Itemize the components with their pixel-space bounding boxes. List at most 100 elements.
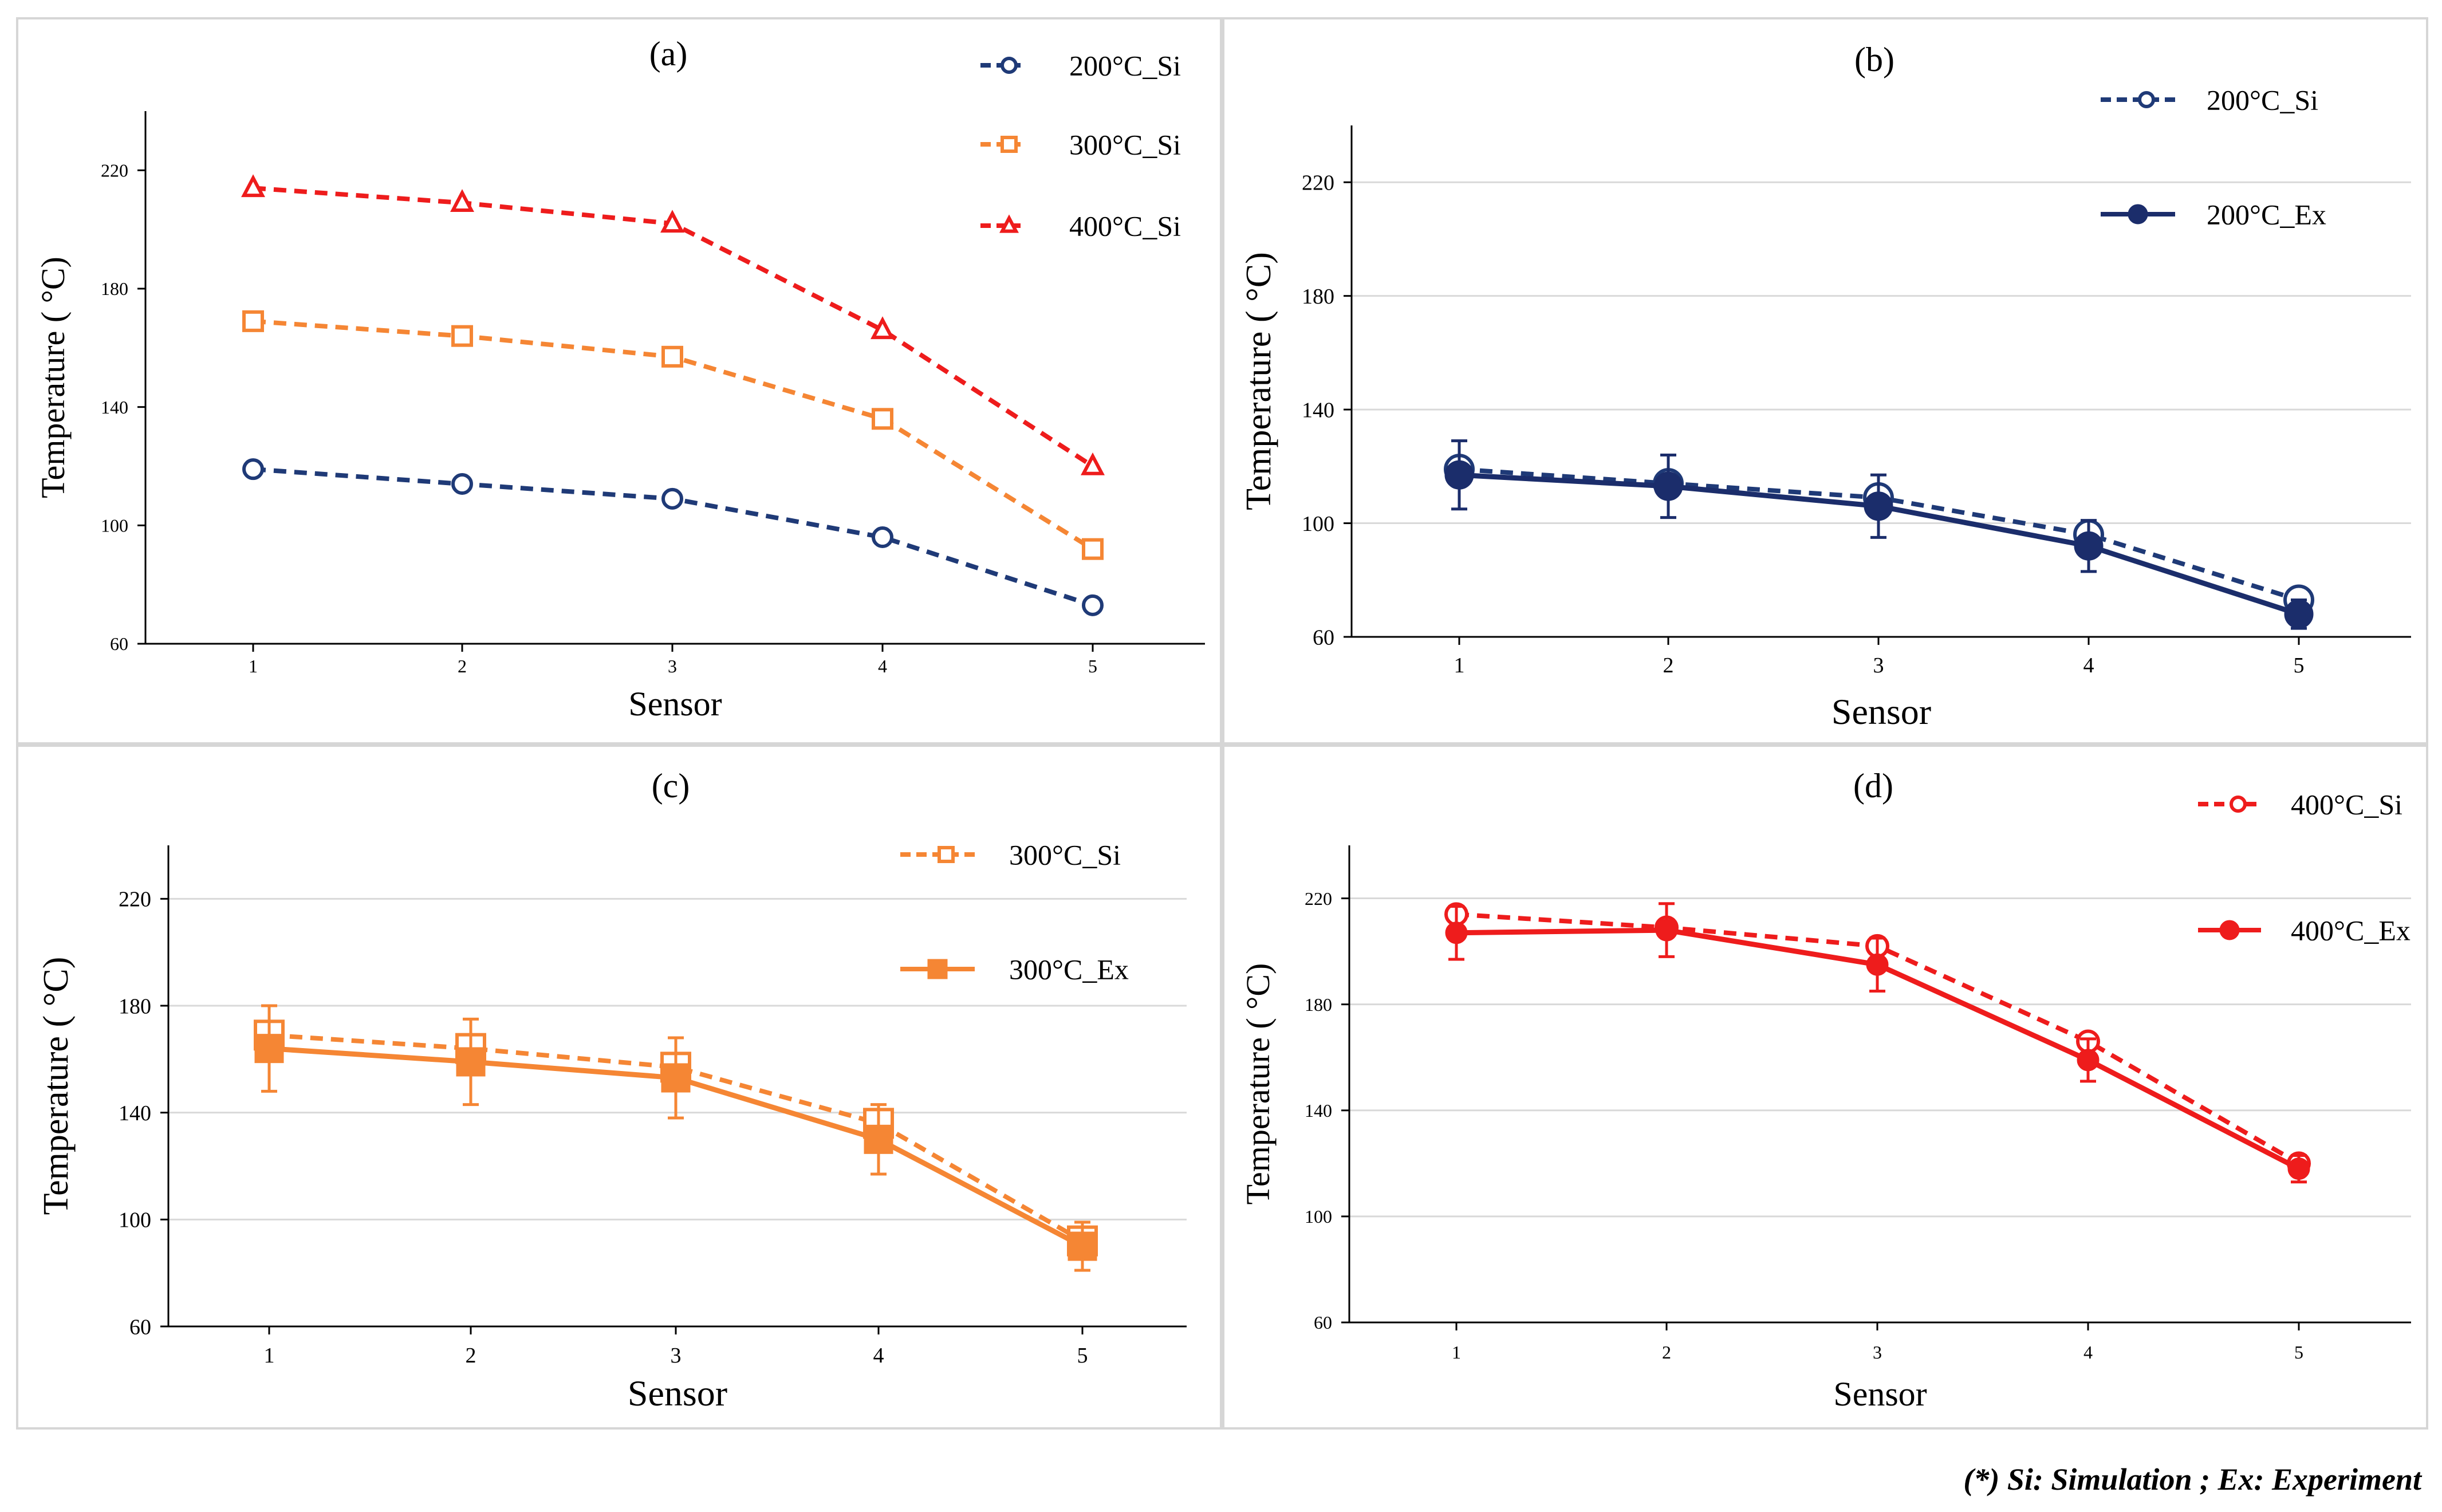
- data-point: [451, 325, 473, 347]
- legend-swatch-marker: [2128, 204, 2148, 225]
- x-tick-label: 5: [2294, 1342, 2303, 1363]
- x-tick-label: 3: [1873, 1342, 1882, 1363]
- data-point: [1864, 491, 1893, 521]
- data-point: [1653, 471, 1683, 501]
- data-point: [661, 487, 683, 510]
- legend-label: 200°C_Ex: [2207, 199, 2326, 231]
- x-axis-label: Sensor: [628, 685, 722, 723]
- data-point: [1445, 922, 1468, 944]
- footnote: (*) Si: Simulation ; Ex: Experiment: [1963, 1462, 2421, 1497]
- x-tick-label: 4: [873, 1344, 884, 1368]
- data-point: [1082, 594, 1104, 616]
- data-point: [660, 210, 684, 233]
- x-tick-label: 4: [878, 656, 887, 676]
- data-point: [1866, 953, 1889, 976]
- chart-title: (a): [649, 35, 688, 73]
- y-tick-label: 100: [119, 1208, 151, 1233]
- y-tick-label: 100: [101, 515, 128, 536]
- data-point: [242, 310, 264, 332]
- data-point: [1444, 460, 1474, 490]
- legend-swatch-marker: [938, 846, 955, 863]
- x-axis-label: Sensor: [1832, 691, 1931, 732]
- chart-panel-a: 60 100 140 180 220 1 2 3 4 5 Sensor Temperature ( °…: [16, 17, 1222, 745]
- chart-panel-c: 60 100 140 180 220 1 2 3 4 5 Sensor Temperature ( °…: [16, 745, 1222, 1430]
- x-tick-label: 3: [1873, 653, 1884, 678]
- legend-label: 400°C_Si: [2291, 789, 2402, 821]
- y-tick-label: 180: [1302, 285, 1334, 309]
- data-point: [2287, 1157, 2310, 1180]
- y-tick-label: 140: [1305, 1100, 1332, 1121]
- x-tick-label: 4: [2083, 653, 2094, 678]
- legend-swatch-marker: [1001, 57, 1018, 74]
- y-tick-label: 100: [1305, 1206, 1332, 1227]
- data-point: [254, 1034, 284, 1064]
- chart-b-svg: 60 100 140 180 220 1 2 3 4 5 Sensor Temperature ( °…: [1239, 41, 2411, 732]
- x-tick-label: 3: [668, 656, 677, 676]
- x-axis-label: Sensor: [628, 1373, 727, 1413]
- legend-label: 200°C_Si: [1069, 50, 1181, 82]
- chart-title: (c): [652, 767, 690, 805]
- chart-d-svg: 60 100 140 180 220 1 2 3 4 5 Sensor Temperature ( °…: [1239, 767, 2411, 1413]
- y-tick-label: 220: [1305, 888, 1332, 909]
- data-point: [2284, 599, 2314, 629]
- data-point: [2074, 531, 2104, 561]
- legend-swatch-marker: [999, 214, 1019, 233]
- x-tick-label: 3: [671, 1344, 682, 1368]
- y-tick-label: 220: [1302, 171, 1334, 195]
- data-point: [871, 316, 895, 340]
- y-tick-label: 140: [101, 397, 128, 418]
- x-tick-label: 5: [1088, 656, 1097, 676]
- y-axis-label: Temperature ( °C): [34, 257, 72, 498]
- data-point: [872, 408, 893, 430]
- chart-a-svg: 60 100 140 180 220 1 2 3 4 5 Sensor Temperature ( °…: [34, 35, 1205, 723]
- chart-panel-b: 60 100 140 180 220 1 2 3 4 5 Sensor Temperature ( °…: [1222, 17, 2428, 745]
- legend-swatch-marker: [1001, 136, 1018, 153]
- y-axis-label: Temperature ( °C): [1239, 963, 1277, 1205]
- legend-label: 400°C_Ex: [2291, 915, 2411, 947]
- y-tick-label: 60: [129, 1315, 151, 1339]
- x-tick-label: 1: [1452, 1342, 1461, 1363]
- chart-panel-d: 60 100 140 180 220 1 2 3 4 5 Sensor Temperature ( °…: [1222, 745, 2428, 1430]
- data-point: [456, 1047, 486, 1077]
- data-point: [451, 473, 473, 495]
- x-tick-label: 1: [264, 1344, 275, 1368]
- data-point: [1655, 919, 1678, 942]
- y-tick-label: 140: [1302, 398, 1334, 422]
- y-tick-label: 100: [1302, 512, 1334, 536]
- x-tick-label: 5: [1077, 1344, 1088, 1368]
- legend-label: 300°C_Si: [1009, 839, 1121, 871]
- y-tick-label: 220: [119, 888, 151, 912]
- data-point: [661, 345, 683, 368]
- y-tick-label: 60: [1313, 625, 1334, 649]
- chart-title: (b): [1854, 41, 1894, 78]
- legend-label: 200°C_Si: [2207, 84, 2318, 116]
- data-point: [1081, 452, 1105, 475]
- y-tick-label: 180: [1305, 994, 1332, 1015]
- data-point: [661, 1063, 691, 1093]
- legend-swatch-marker: [2138, 91, 2155, 108]
- x-tick-label: 1: [1454, 653, 1465, 678]
- data-point: [242, 458, 264, 481]
- x-tick-label: 2: [458, 656, 467, 676]
- y-tick-label: 180: [119, 994, 151, 1018]
- data-point: [864, 1124, 893, 1154]
- legend-label: 300°C_Ex: [1009, 954, 1129, 986]
- data-point: [1082, 538, 1104, 560]
- y-tick-label: 180: [101, 278, 128, 299]
- data-point: [241, 174, 265, 198]
- data-point: [1068, 1231, 1097, 1261]
- data-point: [450, 189, 474, 212]
- chart-c-svg: 60 100 140 180 220 1 2 3 4 5 Sensor Temperature ( °…: [37, 767, 1187, 1413]
- x-tick-label: 5: [2294, 653, 2305, 678]
- y-axis-label: Temperature ( °C): [37, 957, 76, 1215]
- y-tick-label: 60: [110, 633, 128, 654]
- y-tick-label: 220: [101, 160, 128, 181]
- legend-label: 400°C_Si: [1069, 210, 1181, 242]
- y-tick-label: 60: [1314, 1312, 1332, 1333]
- chart-title: (d): [1853, 767, 1893, 805]
- legend-swatch-marker: [2219, 920, 2240, 940]
- y-axis-label: Temperature ( °C): [1239, 252, 1278, 510]
- legend-swatch-marker: [927, 959, 948, 979]
- data-point: [872, 526, 893, 548]
- x-tick-label: 2: [1662, 1342, 1671, 1363]
